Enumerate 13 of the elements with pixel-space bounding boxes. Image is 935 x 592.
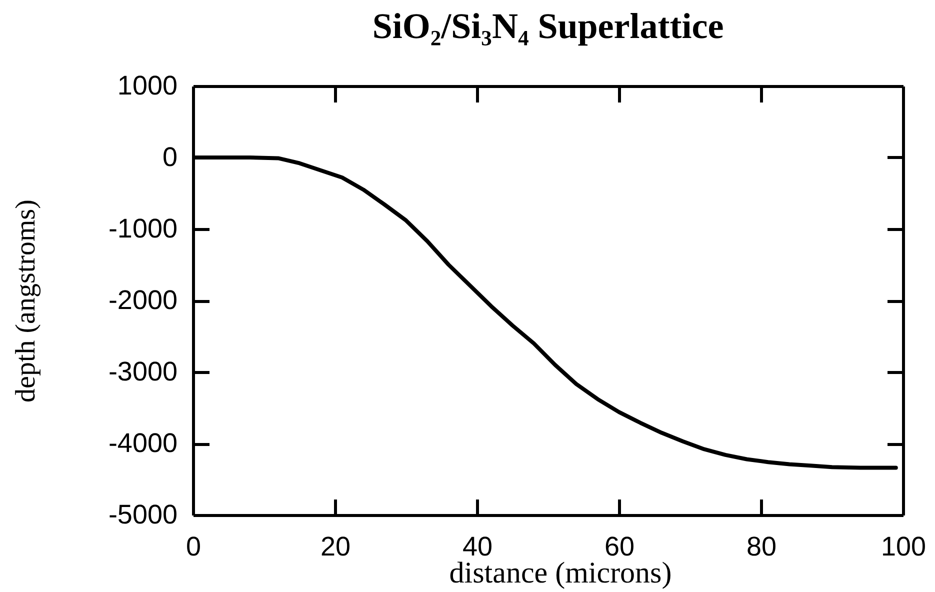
chart-title: SiO₂/Si₃N₄ Superlattice [372, 6, 724, 46]
x-tick-label: 20 [320, 532, 351, 562]
y-tick-label: -2000 [108, 285, 178, 315]
y-tick-label: -5000 [108, 500, 178, 530]
x-tick-label: 0 [186, 532, 202, 562]
y-tick-label: -3000 [108, 356, 178, 386]
y-tick-label: -4000 [108, 428, 178, 458]
y-tick-label: 0 [162, 142, 178, 172]
y-tick-label: 1000 [117, 70, 178, 100]
y-axis-title: depth (angstroms) [10, 200, 42, 402]
x-tick-label: 80 [746, 532, 777, 562]
x-tick-label: 100 [880, 532, 926, 562]
y-tick-label: -1000 [108, 214, 178, 244]
